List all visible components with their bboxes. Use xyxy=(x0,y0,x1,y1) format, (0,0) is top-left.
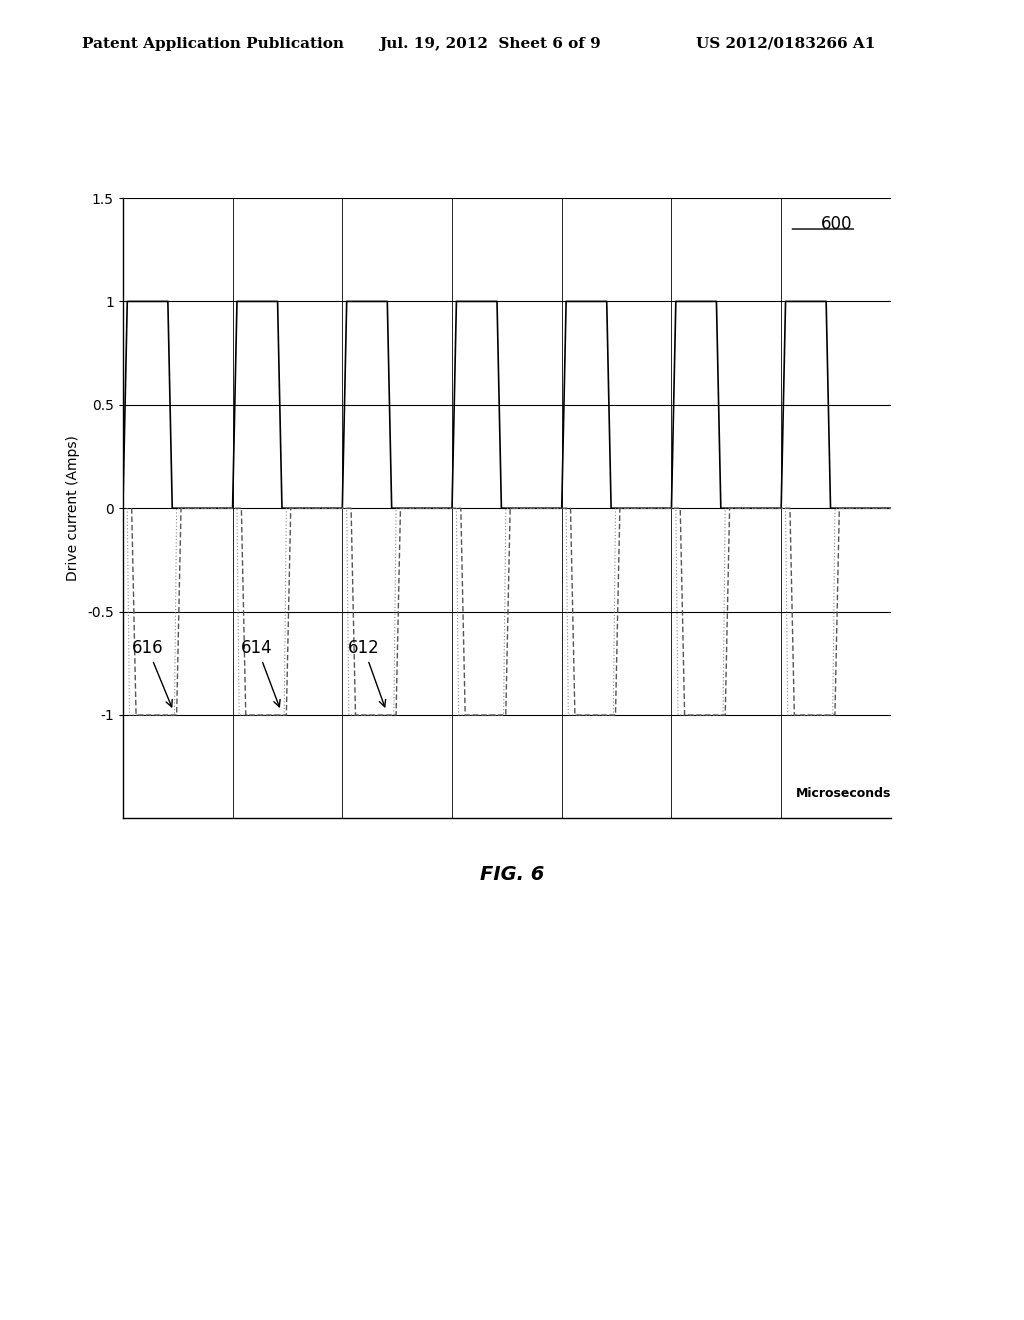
Y-axis label: Drive current (Amps): Drive current (Amps) xyxy=(67,436,80,581)
Text: 616: 616 xyxy=(132,639,172,706)
Text: Patent Application Publication: Patent Application Publication xyxy=(82,37,344,51)
Text: 612: 612 xyxy=(348,639,386,706)
Text: US 2012/0183266 A1: US 2012/0183266 A1 xyxy=(696,37,876,51)
Text: 614: 614 xyxy=(242,639,281,706)
Text: FIG. 6: FIG. 6 xyxy=(480,865,544,883)
Text: 600: 600 xyxy=(821,215,852,232)
Text: Jul. 19, 2012  Sheet 6 of 9: Jul. 19, 2012 Sheet 6 of 9 xyxy=(379,37,601,51)
Text: Microseconds: Microseconds xyxy=(796,787,891,800)
